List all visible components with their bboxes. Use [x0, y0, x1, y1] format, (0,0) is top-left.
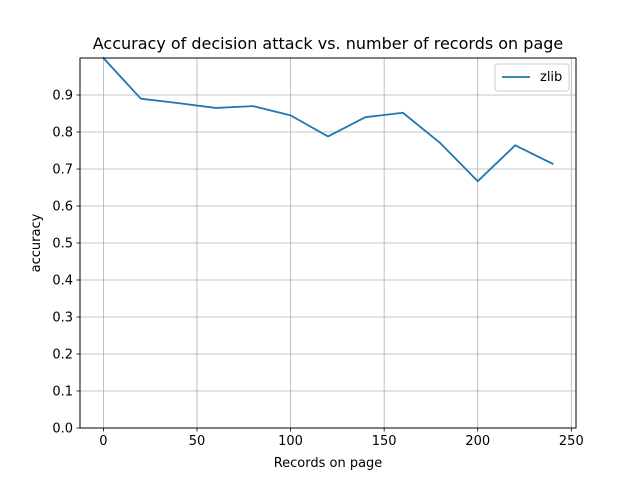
y-tick-label: 0.1 — [52, 385, 73, 400]
y-tick-label: 0.9 — [52, 89, 73, 104]
legend-box — [494, 63, 570, 92]
legend: zlib — [494, 63, 570, 92]
chart-title: Accuracy of decision attack vs. number o… — [93, 34, 564, 53]
y-tick-label: 0.4 — [52, 274, 73, 289]
y-tick-label: 0.8 — [52, 126, 73, 141]
x-axis-label: Records on page — [274, 456, 383, 471]
y-tick-label: 0.5 — [52, 237, 73, 252]
series-layer — [102, 56, 554, 183]
axis-ticks: 0 50 100 150 200 250 0.0 0.1 0.2 0.3 0.4 0.5 0.6 0.7 0… — [52, 89, 583, 450]
x-tick-label: 250 — [559, 434, 584, 449]
x-tick-label: 0 — [99, 434, 107, 449]
x-tick-label: 150 — [372, 434, 397, 449]
legend-label-zlib: zlib — [540, 70, 562, 85]
y-tick-label: 0.3 — [52, 311, 73, 326]
y-tick-label: 0.6 — [52, 200, 73, 215]
grid-lines — [80, 58, 576, 429]
x-tick-label: 50 — [189, 434, 206, 449]
x-tick-label: 200 — [465, 434, 490, 449]
y-axis-label: accuracy — [29, 213, 44, 272]
x-tick-label: 100 — [278, 434, 303, 449]
y-tick-label: 0.2 — [52, 348, 73, 363]
y-tick-label: 0.7 — [52, 163, 73, 178]
y-tick-label: 0.0 — [52, 422, 73, 437]
